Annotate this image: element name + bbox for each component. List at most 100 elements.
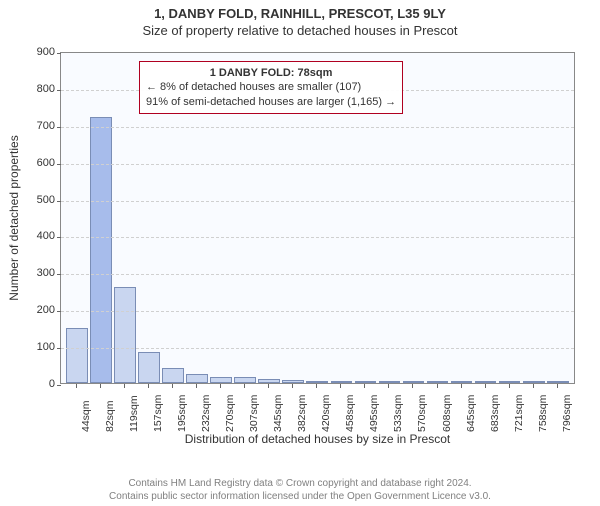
x-tick [244,384,245,388]
y-tick-label: 100 [15,341,55,353]
x-tick-label: 683sqm [489,395,501,432]
footer: Contains HM Land Registry data © Crown c… [0,478,600,503]
x-tick [412,384,413,388]
page-title-sub: Size of property relative to detached ho… [0,23,600,38]
histogram-bar [355,381,377,383]
grid-line [61,164,574,165]
x-tick [124,384,125,388]
chart-container: Number of detached properties 1 DANBY FO… [60,52,575,422]
y-tick-label: 800 [15,83,55,95]
annotation-smaller: ← 8% of detached houses are smaller (107… [146,80,396,94]
histogram-bar [547,381,569,383]
y-tick [57,311,61,312]
x-tick [533,384,534,388]
x-tick-label: 345sqm [272,395,284,432]
annotation-larger: 91% of semi-detached houses are larger (… [146,95,396,109]
x-tick [509,384,510,388]
x-tick-label: 796sqm [561,395,573,432]
histogram-bar [282,380,304,383]
x-tick [220,384,221,388]
histogram-bar [451,381,473,383]
y-tick [57,348,61,349]
histogram-bar [403,381,425,383]
histogram-bar [162,368,184,383]
x-tick-label: 533sqm [392,395,404,432]
grid-line [61,127,574,128]
grid-line [61,311,574,312]
y-tick-label: 300 [15,267,55,279]
x-tick-label: 232sqm [200,395,212,432]
histogram-bar [523,381,545,383]
x-tick [292,384,293,388]
grid-line [61,348,574,349]
x-tick-label: 307sqm [248,395,260,432]
plot-area: 1 DANBY FOLD: 78sqm ← 8% of detached hou… [60,52,575,384]
grid-line [61,201,574,202]
histogram-bar [90,117,112,383]
x-tick-label: 758sqm [537,395,549,432]
x-tick [148,384,149,388]
y-tick-label: 200 [15,304,55,316]
y-tick [57,274,61,275]
x-tick-label: 495sqm [368,395,380,432]
y-tick-label: 500 [15,194,55,206]
x-tick [76,384,77,388]
x-tick [557,384,558,388]
x-tick-label: 119sqm [128,395,140,432]
histogram-bar [499,381,521,383]
histogram-bar [475,381,497,383]
x-tick [196,384,197,388]
x-tick [316,384,317,388]
x-tick [485,384,486,388]
histogram-bar [258,379,280,383]
histogram-bar [186,374,208,383]
page-title-address: 1, DANBY FOLD, RAINHILL, PRESCOT, L35 9L… [0,6,600,21]
y-tick [57,201,61,202]
histogram-bar [234,377,256,383]
x-tick-label: 420sqm [320,395,332,432]
histogram-bar [210,377,232,383]
y-tick [57,127,61,128]
y-tick [57,53,61,54]
x-tick-label: 458sqm [344,395,356,432]
x-tick-label: 608sqm [441,395,453,432]
histogram-bar [427,381,449,383]
x-axis-label: Distribution of detached houses by size … [60,432,575,446]
y-tick [57,164,61,165]
footer-line2: Contains public sector information licen… [0,491,600,504]
x-tick-label: 382sqm [296,395,308,432]
x-tick [388,384,389,388]
x-tick-label: 157sqm [152,395,164,432]
x-tick [461,384,462,388]
grid-line [61,274,574,275]
histogram-bar [379,381,401,383]
x-tick-label: 721sqm [513,395,525,432]
histogram-bar [306,381,328,383]
annotation-title: 1 DANBY FOLD: 78sqm [146,66,396,80]
histogram-bar [66,328,88,383]
x-tick-label: 645sqm [465,395,477,432]
x-tick [100,384,101,388]
x-tick-label: 270sqm [224,395,236,432]
y-tick [57,385,61,386]
y-tick-label: 400 [15,230,55,242]
x-tick-label: 195sqm [176,395,188,432]
x-tick [437,384,438,388]
histogram-bar [331,381,353,383]
histogram-bar [114,287,136,383]
x-tick-label: 44sqm [80,400,92,432]
grid-line [61,237,574,238]
x-tick [340,384,341,388]
y-tick-label: 600 [15,157,55,169]
x-tick [268,384,269,388]
x-tick-label: 82sqm [104,400,116,432]
y-tick-label: 700 [15,120,55,132]
y-tick [57,237,61,238]
y-tick [57,90,61,91]
y-tick-label: 0 [15,378,55,390]
footer-line1: Contains HM Land Registry data © Crown c… [0,478,600,491]
x-tick [172,384,173,388]
x-tick [364,384,365,388]
y-tick-label: 900 [15,46,55,58]
annotation-box: 1 DANBY FOLD: 78sqm ← 8% of detached hou… [139,61,403,114]
